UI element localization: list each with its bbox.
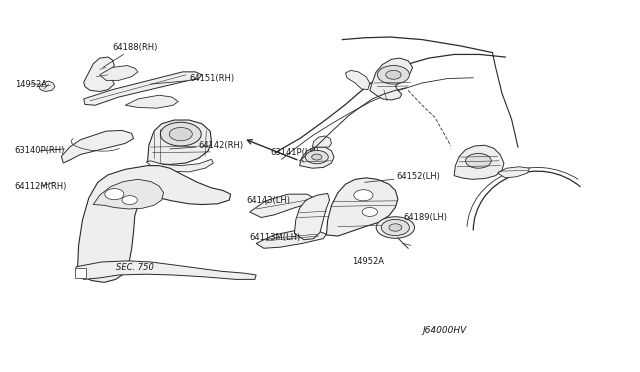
Text: 14952A: 14952A: [352, 257, 384, 266]
Circle shape: [354, 190, 373, 201]
Polygon shape: [77, 166, 230, 282]
Polygon shape: [147, 159, 213, 172]
Circle shape: [362, 208, 378, 217]
Circle shape: [305, 150, 328, 164]
Polygon shape: [100, 65, 138, 80]
Polygon shape: [93, 179, 164, 209]
Circle shape: [381, 219, 410, 235]
Polygon shape: [84, 57, 115, 92]
Polygon shape: [497, 167, 529, 178]
Polygon shape: [84, 72, 202, 105]
Polygon shape: [370, 58, 413, 100]
Circle shape: [466, 153, 491, 168]
Text: 64188(RH): 64188(RH): [103, 42, 158, 67]
Polygon shape: [39, 81, 55, 92]
Circle shape: [161, 122, 201, 146]
Text: 64152(LH): 64152(LH): [365, 172, 440, 182]
Circle shape: [122, 196, 138, 205]
Text: 14952A: 14952A: [15, 80, 47, 89]
Circle shape: [105, 189, 124, 200]
Circle shape: [386, 70, 401, 79]
Polygon shape: [250, 194, 314, 218]
Polygon shape: [346, 70, 370, 90]
Circle shape: [378, 65, 410, 84]
Text: 63141P(LH): 63141P(LH): [270, 148, 319, 162]
Polygon shape: [125, 95, 178, 108]
Polygon shape: [294, 193, 330, 240]
Text: 64142(RH): 64142(RH): [170, 141, 244, 150]
Circle shape: [170, 128, 192, 141]
Text: 63140P(RH): 63140P(RH): [15, 146, 65, 155]
Circle shape: [389, 224, 402, 231]
Polygon shape: [148, 120, 211, 164]
Text: 64143(LH): 64143(LH): [246, 196, 291, 205]
Polygon shape: [300, 147, 334, 168]
Text: 64189(LH): 64189(LH): [384, 213, 447, 223]
Text: 64113M(LH): 64113M(LH): [250, 233, 301, 243]
Ellipse shape: [376, 217, 415, 238]
Circle shape: [312, 154, 322, 160]
Text: J64000HV: J64000HV: [422, 326, 467, 335]
Polygon shape: [61, 131, 134, 163]
Polygon shape: [256, 231, 326, 248]
Text: 64112M(RH): 64112M(RH): [15, 182, 67, 190]
Polygon shape: [76, 261, 256, 279]
Polygon shape: [312, 136, 332, 147]
Bar: [75, 267, 86, 278]
Text: 64151(RH): 64151(RH): [151, 74, 234, 84]
Polygon shape: [326, 178, 398, 236]
Text: SEC. 750: SEC. 750: [116, 263, 154, 272]
Polygon shape: [454, 145, 504, 179]
